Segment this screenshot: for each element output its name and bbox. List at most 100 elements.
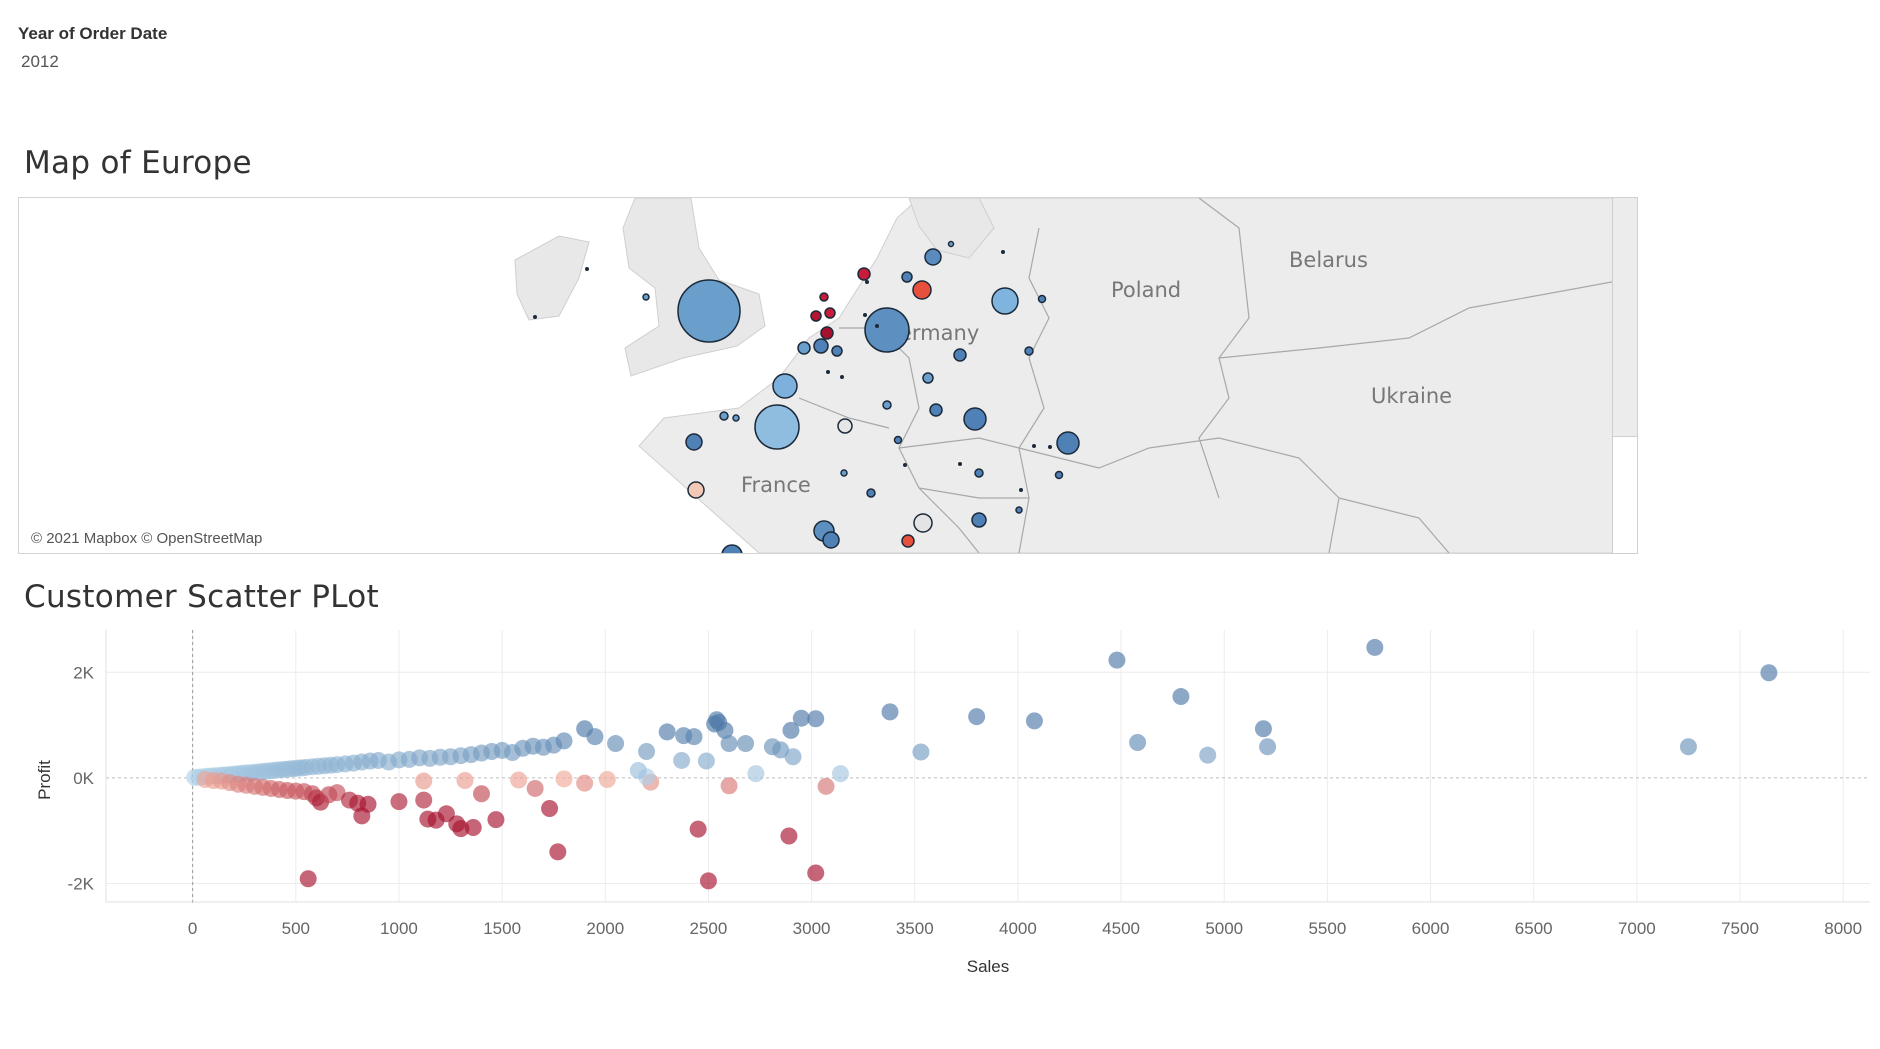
- filter-value[interactable]: 2012: [21, 52, 59, 71]
- scatter-point[interactable]: [549, 843, 567, 861]
- scatter-point[interactable]: [629, 761, 647, 779]
- map-bubble[interactable]: [901, 271, 913, 283]
- scatter-point[interactable]: [1760, 664, 1778, 682]
- map-bubble[interactable]: [840, 469, 848, 477]
- scatter-point[interactable]: [1679, 738, 1697, 756]
- scatter-point[interactable]: [689, 820, 707, 838]
- scatter-point[interactable]: [780, 827, 798, 845]
- map-bubble[interactable]: [963, 407, 987, 431]
- scatter-point[interactable]: [716, 721, 734, 739]
- map-dot[interactable]: [865, 280, 869, 284]
- scatter-point[interactable]: [390, 793, 408, 811]
- scatter-point[interactable]: [699, 872, 717, 890]
- map-bubble[interactable]: [953, 348, 967, 362]
- map-bubble[interactable]: [924, 248, 942, 266]
- scatter-point[interactable]: [299, 870, 317, 888]
- map-attribution[interactable]: © 2021 Mapbox © OpenStreetMap: [29, 530, 265, 547]
- map-dot[interactable]: [903, 463, 907, 467]
- scatter-point[interactable]: [1108, 651, 1126, 669]
- map-dot[interactable]: [1019, 488, 1023, 492]
- scatter-point[interactable]: [586, 728, 604, 746]
- map-bubble[interactable]: [820, 326, 834, 340]
- map-bubble[interactable]: [929, 403, 943, 417]
- map-bubble[interactable]: [893, 435, 903, 445]
- map-bubble[interactable]: [754, 404, 800, 450]
- map-dot[interactable]: [826, 370, 830, 374]
- scatter-point[interactable]: [1366, 638, 1384, 656]
- map-bubble[interactable]: [971, 512, 987, 528]
- map-dot[interactable]: [585, 267, 589, 271]
- map-bubble[interactable]: [642, 293, 650, 301]
- scatter-point[interactable]: [415, 791, 433, 809]
- scatter-point[interactable]: [673, 751, 691, 769]
- scatter-point[interactable]: [1172, 688, 1190, 706]
- scatter-point[interactable]: [747, 765, 765, 783]
- scatter-point[interactable]: [817, 777, 835, 795]
- scatter-point[interactable]: [598, 770, 616, 788]
- scatter-point[interactable]: [881, 703, 899, 721]
- map-bubble[interactable]: [1015, 506, 1023, 514]
- scatter-point[interactable]: [510, 771, 528, 789]
- scatter-point[interactable]: [720, 777, 738, 795]
- map-dot[interactable]: [1001, 250, 1005, 254]
- map-bubble[interactable]: [772, 373, 798, 399]
- map-bubble[interactable]: [1037, 294, 1047, 304]
- map-bubble[interactable]: [719, 411, 729, 421]
- scatter-point[interactable]: [526, 779, 544, 797]
- map-bubble[interactable]: [837, 418, 853, 434]
- scatter-point[interactable]: [456, 772, 474, 790]
- map-bubble[interactable]: [797, 341, 811, 355]
- map-bubble[interactable]: [991, 287, 1019, 315]
- map-scrollbar[interactable]: [1612, 197, 1638, 554]
- scatter-point[interactable]: [452, 820, 470, 838]
- map-dot[interactable]: [533, 315, 537, 319]
- scatter-point[interactable]: [607, 735, 625, 753]
- map-bubble[interactable]: [1056, 431, 1080, 455]
- map-bubble[interactable]: [687, 481, 705, 499]
- scatter-point[interactable]: [1129, 733, 1147, 751]
- scatter-point[interactable]: [487, 811, 505, 829]
- scatter-point[interactable]: [1254, 720, 1272, 738]
- scatter-point[interactable]: [784, 748, 802, 766]
- map-bubble[interactable]: [810, 310, 822, 322]
- scatter-point[interactable]: [792, 709, 810, 727]
- scatter-point[interactable]: [737, 735, 755, 753]
- scatter-point[interactable]: [782, 721, 800, 739]
- scatter-point[interactable]: [968, 708, 986, 726]
- map-bubble[interactable]: [974, 468, 984, 478]
- map-bubble[interactable]: [901, 534, 915, 548]
- scatter-point[interactable]: [912, 743, 930, 761]
- map-bubble[interactable]: [685, 433, 703, 451]
- map-bubble[interactable]: [732, 414, 740, 422]
- map-bubble[interactable]: [864, 307, 910, 353]
- map-bubble[interactable]: [922, 372, 934, 384]
- map-bubble[interactable]: [857, 267, 871, 281]
- scatter-point[interactable]: [685, 728, 703, 746]
- scatter-point[interactable]: [772, 741, 790, 759]
- scatter-point[interactable]: [576, 774, 594, 792]
- scatter-point[interactable]: [555, 770, 573, 788]
- map-dot[interactable]: [863, 313, 867, 317]
- scatter-point[interactable]: [807, 710, 825, 728]
- map-bubble[interactable]: [1054, 470, 1064, 480]
- map-scrollbar-thumb[interactable]: [1613, 198, 1637, 437]
- scatter-point[interactable]: [555, 732, 573, 750]
- map-bubble[interactable]: [819, 292, 829, 302]
- map-bubble[interactable]: [831, 345, 843, 357]
- scatter-point[interactable]: [720, 735, 738, 753]
- map-canvas[interactable]: ermany France Poland Belarus Ukraine: [19, 198, 1633, 553]
- scatter-point[interactable]: [658, 723, 676, 741]
- scatter-point[interactable]: [328, 784, 346, 802]
- map-bubble[interactable]: [866, 488, 876, 498]
- scatter-points[interactable]: [186, 638, 1778, 890]
- map-bubble[interactable]: [882, 400, 892, 410]
- map-bubble[interactable]: [913, 513, 933, 533]
- map-bubble[interactable]: [677, 279, 741, 343]
- map-bubble[interactable]: [947, 240, 955, 248]
- scatter-point[interactable]: [807, 864, 825, 882]
- scatter-point[interactable]: [415, 772, 433, 790]
- scatter-point[interactable]: [541, 800, 559, 818]
- map-dot[interactable]: [958, 462, 962, 466]
- map-bubble[interactable]: [721, 544, 743, 553]
- europe-map[interactable]: ermany France Poland Belarus Ukraine: [18, 197, 1634, 554]
